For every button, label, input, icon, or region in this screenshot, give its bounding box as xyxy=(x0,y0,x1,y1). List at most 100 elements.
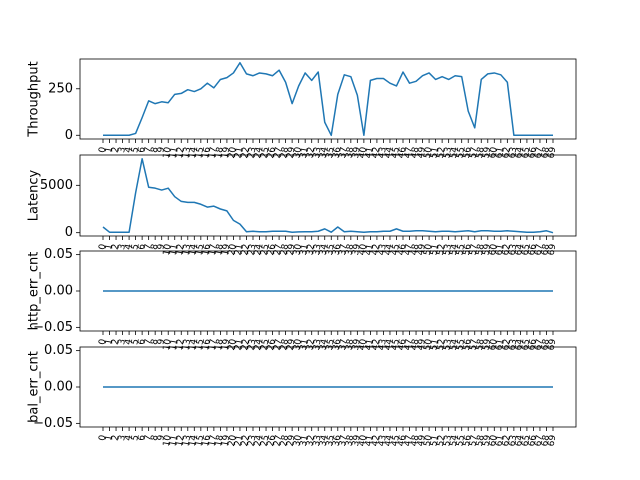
panel-4-y-tick-label: 0.05 xyxy=(44,343,73,358)
panel-1-x-tick-label: 44 xyxy=(384,146,396,159)
panel-1-x-tick-label: 16 xyxy=(201,146,213,159)
panel-1-x-tick-label: 0 xyxy=(98,146,109,154)
panel-1-axes-frame xyxy=(79,58,577,140)
panel-1-x-tick-label: 65 xyxy=(520,146,532,159)
panel-3-x-tick-label: 22 xyxy=(240,338,252,351)
panel-1-x-tick-label: 45 xyxy=(390,146,402,159)
panel-2-x-tick-label: 8 xyxy=(150,243,161,251)
panel-1-x-tick-label: 9 xyxy=(156,146,167,154)
panel-1-x-tick-label: 69 xyxy=(547,146,559,159)
panel-3-x-tick-label: 52 xyxy=(436,338,448,351)
panel-4-x-tick-label: 36 xyxy=(331,434,343,447)
panel-3-x-tick-label: 9 xyxy=(156,338,167,346)
panel-1-x-tick-label: 52 xyxy=(436,146,448,159)
panel-3-x-tick-label: 65 xyxy=(520,338,532,351)
panel-1-x-tick-label: 19 xyxy=(220,146,232,159)
panel-3-y-tick-label: 0.00 xyxy=(44,284,73,299)
panel-1-x-tick-label: 53 xyxy=(442,146,454,159)
panel-4-x-tick-label: 49 xyxy=(416,434,428,447)
panel-2-x-tick-label: 23 xyxy=(247,243,259,256)
panel-2-x-tick-label: 55 xyxy=(455,243,467,256)
panel-1-x-tick-label: 20 xyxy=(227,146,239,159)
panel-3-x-tick-label: 7 xyxy=(143,338,154,345)
panel-1-x-tick-label: 37 xyxy=(338,146,350,159)
panel-3-x-tick-label: 3 xyxy=(117,338,128,345)
panel-3-x-tick-label: 54 xyxy=(449,338,461,351)
panel-1-x-tick-label: 67 xyxy=(534,146,546,159)
panel-3-x-tick-label: 26 xyxy=(266,338,278,351)
panel-1-x-tick-label: 46 xyxy=(397,146,409,159)
panel-1-x-tick-label: 21 xyxy=(234,146,246,159)
panel-2-x-tick-label: 27 xyxy=(273,243,285,256)
panel-1-x-tick-label: 50 xyxy=(423,146,435,159)
panel-2-x-tick-label: 38 xyxy=(344,243,356,256)
panel-3-x-tick-label: 19 xyxy=(220,338,232,351)
panel-2-x-tick-label: 34 xyxy=(318,243,330,256)
panel-1-y-tick-label: 250 xyxy=(48,81,73,96)
panel-1-x-tick-label: 4 xyxy=(124,146,135,154)
panel-2-x-tick-label: 37 xyxy=(338,243,350,256)
panel-3-axes-frame xyxy=(79,250,577,332)
panel-3-x-tick-label: 23 xyxy=(247,338,259,351)
panel-3-x-tick-label: 39 xyxy=(351,338,363,351)
panel-2-x-tick-label: 62 xyxy=(501,243,513,256)
panel-3-x-tick-label: 50 xyxy=(423,338,435,351)
panel-2-x-tick-label: 56 xyxy=(462,243,474,256)
panel-1-x-tick-label: 63 xyxy=(507,146,519,159)
panel-2-x-tick-label: 48 xyxy=(410,243,422,256)
panel-1-x-tick-label: 25 xyxy=(260,146,272,159)
panel-2-x-tick-label: 42 xyxy=(370,243,382,256)
panel-1-x-tick-label: 66 xyxy=(527,146,539,159)
panel-1-x-tick-label: 59 xyxy=(481,146,493,159)
panel-1-x-tick-label: 62 xyxy=(501,146,513,159)
panel-4-x-tick-label: 42 xyxy=(370,434,382,447)
panel-2-series-line xyxy=(102,158,554,234)
panel-3-x-tick-label: 15 xyxy=(194,338,206,351)
panel-3-x-tick-label: 27 xyxy=(273,338,285,351)
panel-2-x-tick-label: 28 xyxy=(279,243,291,256)
panel-4-x-tick-label: 35 xyxy=(325,434,337,447)
panel-1-x-tick-label: 61 xyxy=(494,146,506,159)
panel-2-x-tick-label: 24 xyxy=(253,243,265,256)
panel-4-x-tick-label: 20 xyxy=(227,434,239,447)
panel-2-y-tick-label: 0 xyxy=(65,225,73,240)
panel-3-x-tick-label: 42 xyxy=(370,338,382,351)
panel-1-x-tick-label: 5 xyxy=(130,146,141,153)
panel-2-x-tick-label: 54 xyxy=(449,243,461,256)
panel-4-x-tick-label: 11 xyxy=(168,434,180,447)
panel-3-x-tick-label: 35 xyxy=(325,338,337,351)
panel-3-x-tick-label: 33 xyxy=(312,338,324,351)
panel-2-x-tick-label: 53 xyxy=(442,243,454,256)
panel-3-x-tick-label: 5 xyxy=(130,338,141,345)
panel-1-x-tick-label: 1 xyxy=(104,146,115,153)
panel-4-x-tick-label: 69 xyxy=(547,434,559,447)
panel-1-x-tick-label: 29 xyxy=(286,146,298,159)
panel-1-x-tick-label: 35 xyxy=(325,146,337,159)
panel-2-x-tick-label: 63 xyxy=(507,243,519,256)
panel-2-x-tick-label: 69 xyxy=(547,243,559,256)
panel-1-x-tick-label: 40 xyxy=(357,146,369,159)
panel-2-x-tick-label: 59 xyxy=(481,243,493,256)
panel-4-x-tick-label: 39 xyxy=(351,434,363,447)
panel-2-x-tick-label: 17 xyxy=(207,243,219,256)
panel-4-x-tick-label: 31 xyxy=(299,434,311,447)
panel-3-x-tick-label: 21 xyxy=(234,338,246,351)
panel-4-x-tick-label: 1 xyxy=(104,434,115,441)
panel-4-x-tick-label: 56 xyxy=(462,434,474,447)
panel-3-x-tick-label: 47 xyxy=(403,338,415,351)
panel-4-x-tick-label: 25 xyxy=(260,434,272,447)
panel-3-x-tick-label: 40 xyxy=(357,338,369,351)
panel-1-y-axis-label: Throughput xyxy=(27,61,42,138)
panel-2-x-tick-label: 65 xyxy=(520,243,532,256)
panel-3-x-tick-label: 68 xyxy=(540,338,552,351)
panel-3-x-tick-label: 36 xyxy=(331,338,343,351)
panel-4-x-tick-label: 12 xyxy=(175,434,187,447)
panel-3-x-tick-label: 69 xyxy=(547,338,559,351)
panel-3-x-tick-label: 4 xyxy=(124,338,135,346)
panel-2-x-tick-label: 5 xyxy=(130,243,141,250)
panel-2-x-tick-label: 6 xyxy=(137,243,148,251)
panel-3-x-tick-label: 61 xyxy=(494,338,506,351)
panel-3-x-tick-label: 25 xyxy=(260,338,272,351)
panel-4-x-tick-label: 27 xyxy=(273,434,285,447)
panel-1-x-tick-label: 8 xyxy=(150,146,161,154)
